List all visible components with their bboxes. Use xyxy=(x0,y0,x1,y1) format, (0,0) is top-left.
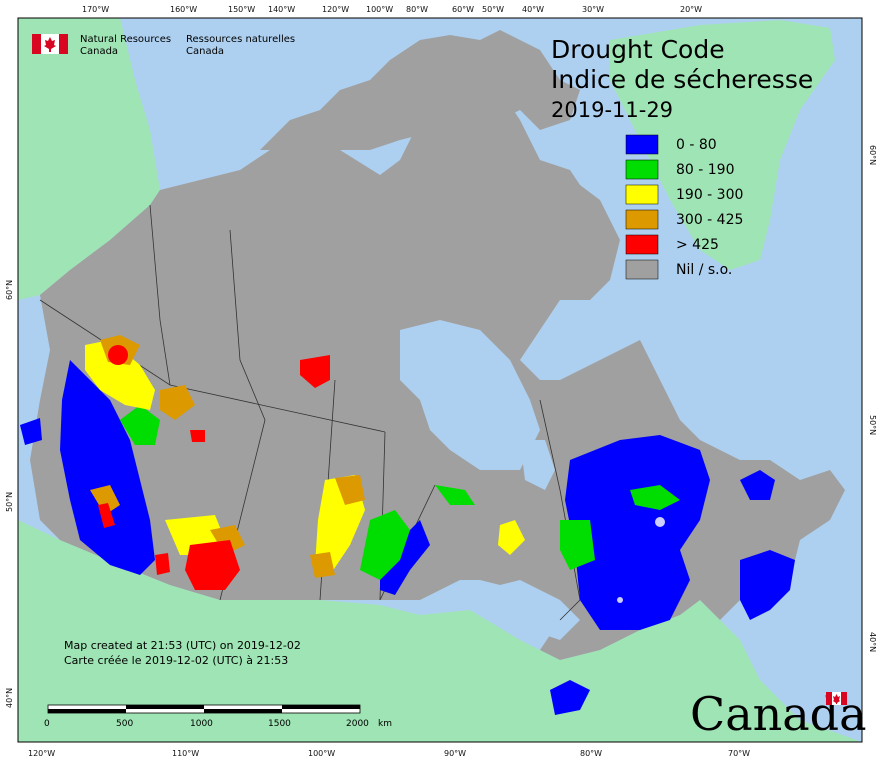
maple-leaf-icon xyxy=(44,37,56,52)
dc-zone-80-190 xyxy=(120,405,680,580)
top-tick-label: 150°W xyxy=(228,5,255,14)
legend-swatch xyxy=(625,134,659,155)
dc-zone-0-80 xyxy=(20,360,795,715)
right-tick-label: 40°N xyxy=(868,632,877,652)
dept-name-fr-1: Ressources naturelles xyxy=(186,34,295,45)
legend-swatch xyxy=(625,184,659,205)
map-date: 2019-11-29 xyxy=(551,98,673,122)
map-created-en: Map created at 21:53 (UTC) on 2019-12-02 xyxy=(64,639,301,652)
canada-wordmark: Canada xyxy=(690,687,867,741)
dc-zone-over-425 xyxy=(98,345,330,590)
map-created-fr: Carte créée le 2019-12-02 (UTC) à 21:53 xyxy=(64,654,288,667)
bottom-tick-label: 90°W xyxy=(444,749,466,758)
legend-label: 80 - 190 xyxy=(676,162,735,178)
left-tick-label: 40°N xyxy=(5,688,14,708)
scale-label: 1500 xyxy=(268,719,291,729)
legend-swatch xyxy=(625,209,659,230)
top-longitude-ticks: 170°W 160°W 150°W 140°W 120°W 100°W 80°W… xyxy=(82,5,702,14)
legend-label: 190 - 300 xyxy=(676,187,743,203)
james-bay xyxy=(520,440,555,490)
top-tick-label: 60°W xyxy=(452,5,474,14)
map-border xyxy=(17,17,863,743)
scale-label: 0 xyxy=(44,719,50,729)
legend-swatch xyxy=(625,159,659,180)
scale-label: 1000 xyxy=(190,719,213,729)
legend-label: Nil / s.o. xyxy=(676,262,732,278)
bottom-tick-label: 100°W xyxy=(308,749,335,758)
bottom-longitude-ticks: 120°W 110°W 100°W 90°W 80°W 70°W xyxy=(28,749,750,758)
legend-label: 300 - 425 xyxy=(676,212,743,228)
left-tick-label: 50°N xyxy=(5,492,14,512)
nrcan-signature: Natural Resources Canada Ressources natu… xyxy=(32,34,295,57)
top-tick-label: 100°W xyxy=(366,5,393,14)
usa-landmass xyxy=(18,520,862,742)
legend-swatch xyxy=(625,234,659,255)
right-tick-label: 60°N xyxy=(868,145,877,165)
top-tick-label: 50°W xyxy=(482,5,504,14)
top-tick-label: 160°W xyxy=(170,5,197,14)
hudson-bay xyxy=(400,320,540,470)
scale-label: 500 xyxy=(116,719,133,729)
arctic-islands xyxy=(260,30,580,150)
flag-right-bar xyxy=(59,34,68,54)
top-tick-label: 170°W xyxy=(82,5,109,14)
map-title-en: Drought Code xyxy=(551,35,725,64)
top-tick-label: 20°W xyxy=(680,5,702,14)
baffin-island xyxy=(520,170,620,300)
scale-label: 2000 xyxy=(346,719,369,729)
alaska-landmass xyxy=(18,18,160,300)
scale-bar: 0 500 1000 1500 2000 km xyxy=(44,704,392,729)
right-latitude-ticks: 60°N 50°N 40°N xyxy=(868,145,877,652)
top-tick-label: 80°W xyxy=(406,5,428,14)
bottom-tick-label: 110°W xyxy=(172,749,199,758)
legend-swatch xyxy=(625,259,659,280)
top-tick-label: 40°W xyxy=(522,5,544,14)
left-tick-label: 60°N xyxy=(5,280,14,300)
dept-name-fr-2: Canada xyxy=(186,46,224,57)
legend-label: > 425 xyxy=(676,237,719,253)
greenland-landmass xyxy=(610,20,835,270)
legend-label: 0 - 80 xyxy=(676,137,717,153)
map-title-fr: Indice de sécheresse xyxy=(551,65,813,94)
dept-name-en-2: Canada xyxy=(80,46,118,57)
scale-unit: km xyxy=(378,719,392,729)
top-tick-label: 140°W xyxy=(268,5,295,14)
bottom-tick-label: 120°W xyxy=(28,749,55,758)
maple-leaf-icon xyxy=(833,694,840,704)
dc-zone-300-425 xyxy=(90,335,365,578)
left-latitude-ticks: 60°N 50°N 40°N xyxy=(5,280,14,708)
top-tick-label: 120°W xyxy=(322,5,349,14)
dept-name-en-1: Natural Resources xyxy=(80,34,171,45)
legend: 0 - 80 80 - 190 190 - 300 300 - 425 > 42… xyxy=(625,134,743,280)
right-tick-label: 50°N xyxy=(868,415,877,435)
bottom-tick-label: 70°W xyxy=(728,749,750,758)
quebec-lakes xyxy=(617,517,665,603)
great-lakes xyxy=(480,580,580,640)
bottom-tick-label: 80°W xyxy=(580,749,602,758)
flag-left-bar xyxy=(32,34,41,54)
top-tick-label: 30°W xyxy=(582,5,604,14)
